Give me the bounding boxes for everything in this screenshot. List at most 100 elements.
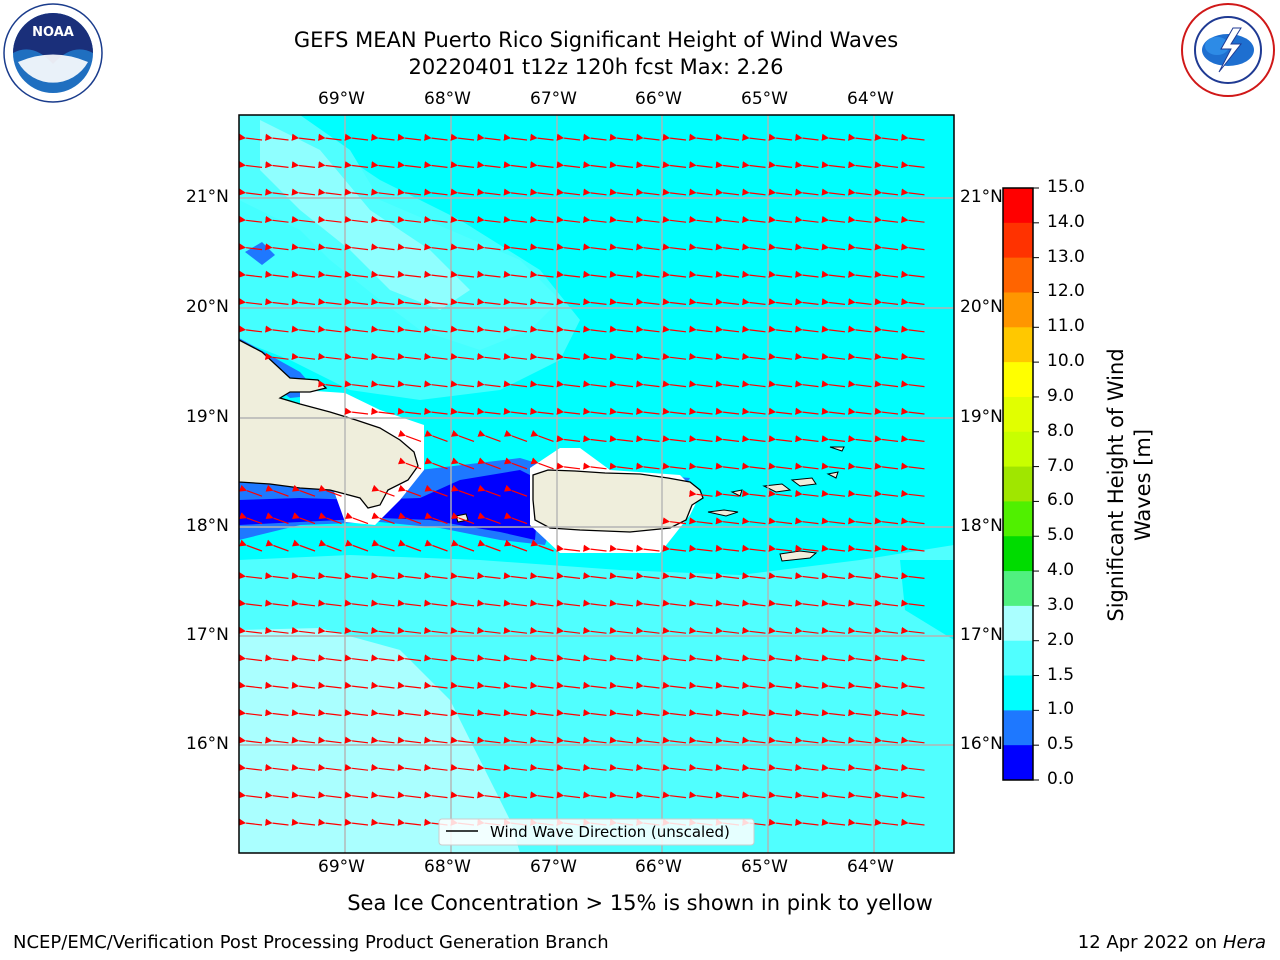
wind-wave-arrow [239,270,263,278]
wind-wave-arrow [450,791,475,799]
wind-wave-arrow [424,270,448,278]
wind-wave-arrow [556,325,581,333]
wind-wave-arrow [371,818,395,826]
wind-wave-arrow [424,681,448,689]
colorbar-tick-label: 13.0 [1047,246,1085,267]
wind-wave-arrow [477,791,501,799]
wind-wave-arrow [821,243,846,251]
wind-wave-arrow [318,763,342,772]
lat-tick-right-16n: 16°N [960,734,1002,754]
wind-wave-arrow [291,325,316,333]
wind-wave-arrow [503,352,528,361]
wind-wave-arrow [371,352,395,361]
wind-wave-arrow [291,599,316,607]
wind-wave-arrow [451,457,475,470]
wind-wave-arrow [901,736,925,744]
colorbar-tick-label: 2.0 [1047,629,1075,650]
wind-wave-arrow [397,763,422,772]
wind-wave-arrow [556,544,581,552]
colorbar-segment [1003,675,1033,711]
footer-left: NCEP/EMC/Verification Post Processing Pr… [13,932,609,953]
wind-wave-arrow [715,298,740,306]
wind-wave-arrow [609,654,634,662]
wind-wave-arrow [689,188,713,196]
map-frame [238,114,955,854]
wind-wave-arrow [318,626,342,635]
wind-wave-arrow [556,681,581,689]
colorbar-tick-label: 10.0 [1047,351,1085,372]
wind-wave-arrow [477,270,501,278]
wind-wave-arrow [503,599,528,607]
wind-wave-arrow [503,161,528,169]
wind-wave-arrow [291,572,316,580]
wind-wave-arrow [503,709,528,717]
wind-wave-arrow [768,462,793,470]
map-title: GEFS MEAN Puerto Rico Significant Height… [293,28,899,52]
wind-wave-arrow [318,599,342,607]
wind-wave-arrow [397,380,422,388]
lon-tick-top-64w: 64°W [847,89,894,109]
wind-wave-arrow [265,270,289,278]
wind-wave-arrow [265,599,289,607]
wind-wave-arrow [689,380,713,388]
wind-wave-arrow [715,599,740,607]
wind-wave-arrow [344,626,369,635]
wind-wave-arrow [821,681,846,689]
wind-wave-arrow [530,572,554,580]
wind-wave-arrow [477,325,501,333]
wind-wave-arrow [530,763,554,772]
wind-wave-arrow [397,298,422,306]
colorbar-segment [1003,536,1033,572]
wind-wave-arrow [848,407,872,415]
wind-wave-arrow [291,736,316,744]
wind-wave-arrow [291,352,316,361]
wind-wave-arrow [768,572,793,580]
wind-wave-arrow [503,763,528,772]
wind-wave-arrow [292,512,316,525]
wind-wave-arrow [371,407,395,415]
wind-wave-arrow [397,681,422,689]
wind-wave-arrow [318,133,342,141]
wind-wave-arrow [848,654,872,662]
wind-wave-arrow [397,243,422,251]
wind-wave-arrow [424,539,448,552]
wind-wave-arrow [609,709,634,717]
wind-wave-arrow [636,380,660,388]
wind-wave-arrow [768,215,793,224]
wind-wave-arrow [874,791,899,799]
wind-wave-arrow [848,188,872,196]
wind-wave-arrow [397,270,422,278]
wind-wave-arrow [291,188,316,196]
wind-wave-arrow [636,681,660,689]
wind-wave-arrow [689,215,713,224]
wind-wave-arrow [239,818,263,826]
wind-wave-arrow [901,517,925,525]
wind-wave-arrow [265,161,289,169]
wind-wave-arrow [318,572,342,580]
wind-wave-arrow [503,654,528,662]
wind-wave-arrow [901,325,925,333]
wind-wave-arrow [609,325,634,333]
wind-wave-arrow [371,763,395,772]
wind-wave-arrow [848,709,872,717]
wind-wave-arrow [715,489,740,498]
footer-right: 12 Apr 2022 on Hera [1078,932,1266,953]
wind-wave-arrow [530,243,554,251]
wind-wave-arrow [795,298,819,306]
wind-wave-arrow [795,626,819,635]
wind-wave-arrow [848,818,872,826]
wind-wave-arrow [450,709,475,717]
colorbar-tick-label: 15.0 [1047,177,1085,197]
wind-wave-arrow [556,626,581,635]
colorbar [1002,187,1039,781]
wind-wave-arrow [424,243,448,251]
wind-wave-arrow [662,572,687,580]
wind-wave-arrow [291,681,316,689]
wind-wave-arrow [689,517,713,525]
wind-wave-arrow [265,188,289,196]
wind-wave-arrow [848,489,872,498]
wind-wave-arrow [689,407,713,415]
footer-date: 12 Apr 2022 on [1077,932,1223,953]
wind-wave-arrow [398,512,422,525]
wind-wave-arrow [768,599,793,607]
